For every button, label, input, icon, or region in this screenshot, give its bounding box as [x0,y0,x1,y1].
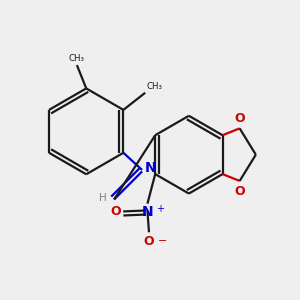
Text: H: H [100,193,107,203]
Text: N: N [142,205,154,219]
Text: CH₃: CH₃ [69,54,85,63]
Text: O: O [234,112,245,124]
Text: O: O [234,185,245,198]
Text: CH₃: CH₃ [147,82,163,91]
Text: O: O [144,236,154,248]
Text: O: O [110,205,121,218]
Text: N: N [145,161,156,175]
Text: +: + [156,204,164,214]
Text: −: − [158,236,168,246]
